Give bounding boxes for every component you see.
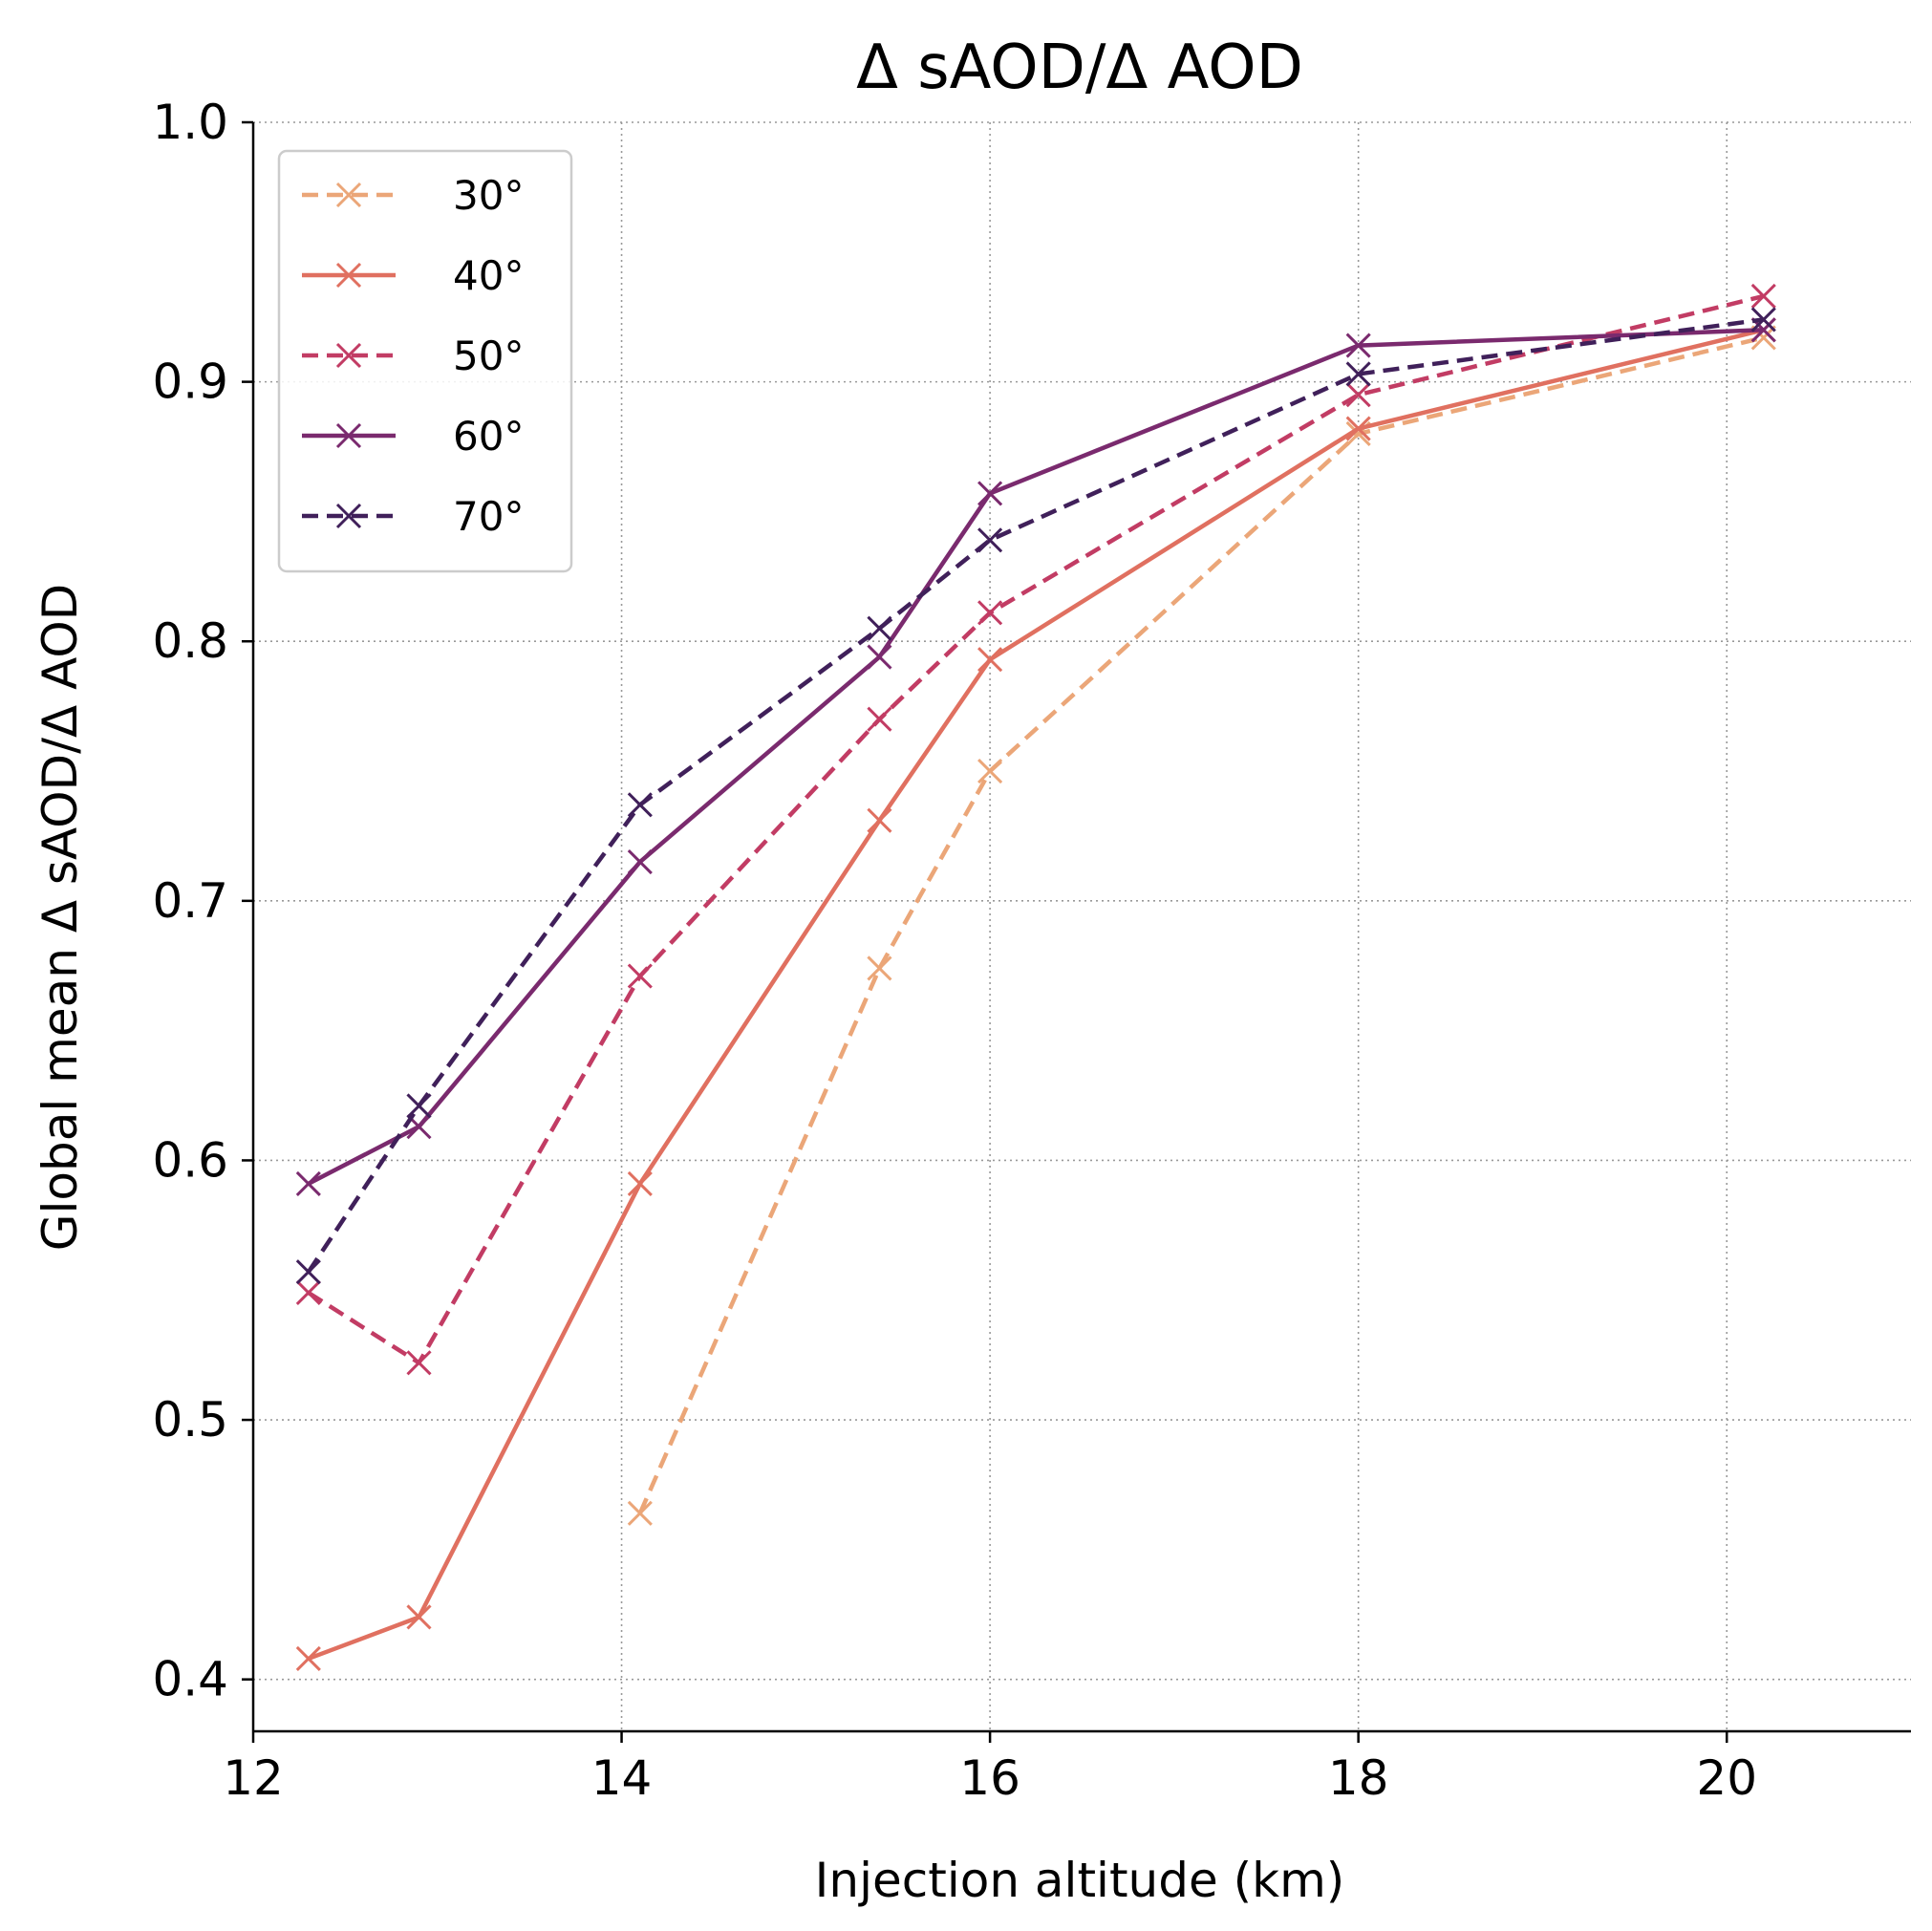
data-point-marker <box>867 615 892 641</box>
data-point-marker <box>295 1170 321 1196</box>
legend-marker <box>335 342 362 369</box>
data-point-marker <box>867 955 892 981</box>
x-tick-label: 18 <box>1328 1750 1389 1806</box>
legend-marker <box>335 503 362 529</box>
series-5 <box>295 307 1776 1285</box>
x-axis-label: Injection altitude (km) <box>815 1853 1345 1908</box>
x-tick-label: 16 <box>959 1750 1020 1806</box>
data-point-marker <box>627 792 653 818</box>
y-tick-label: 0.9 <box>152 354 228 410</box>
axes <box>251 122 1911 1733</box>
data-point-marker <box>627 963 653 989</box>
data-point-marker <box>1345 361 1371 387</box>
legend-entry: 50° <box>302 333 524 379</box>
legend-label: 50° <box>453 333 524 379</box>
y-axis-label: Global mean Δ sAOD/Δ AOD <box>32 584 88 1252</box>
data-point-marker <box>977 481 1003 506</box>
data-point-marker <box>1750 283 1776 310</box>
series-3 <box>295 283 1776 1376</box>
series-layer <box>295 283 1776 1672</box>
legend-marker <box>335 262 362 289</box>
x-tick-label: 14 <box>591 1750 653 1806</box>
legend: 30° 40° 50° 60° 70° <box>277 149 573 573</box>
data-point-marker <box>867 706 892 732</box>
data-point-marker <box>977 600 1003 626</box>
legend-marker <box>335 182 362 208</box>
y-tick-label: 0.8 <box>152 613 228 669</box>
series-1 <box>627 325 1776 1526</box>
legend-entry: 70° <box>302 493 524 540</box>
data-point-marker <box>1345 382 1371 408</box>
data-point-marker <box>977 758 1003 784</box>
data-point-marker <box>295 1645 321 1672</box>
data-point-marker <box>1345 416 1371 441</box>
data-point-marker <box>1750 307 1776 333</box>
data-point-marker <box>627 849 653 875</box>
data-point-marker <box>406 1093 432 1119</box>
data-point-marker <box>977 647 1003 673</box>
data-point-marker <box>867 807 892 833</box>
chart-title: Δ sAOD/Δ AOD <box>856 32 1303 103</box>
data-point-marker <box>977 527 1003 553</box>
data-point-marker <box>1345 333 1371 358</box>
legend-box <box>277 149 573 573</box>
x-tick-label: 12 <box>223 1750 284 1806</box>
y-tick-label: 0.6 <box>152 1132 228 1188</box>
legend-label: 60° <box>453 413 524 460</box>
data-point-marker <box>295 1259 321 1285</box>
y-tick-label: 0.4 <box>152 1652 228 1707</box>
legend-label: 70° <box>453 493 524 540</box>
legend-entry: 60° <box>302 413 524 460</box>
data-point-marker <box>406 1604 432 1630</box>
data-point-marker <box>627 1500 653 1526</box>
data-point-marker <box>406 1350 432 1376</box>
legend-entry: 40° <box>302 252 524 299</box>
ticks: 12 14 16 18 20 0.4 0.5 0.6 0.7 0.8 0.9 1.0 <box>152 95 1757 1806</box>
data-point-marker <box>867 644 892 670</box>
y-tick-label: 0.5 <box>152 1392 228 1448</box>
data-point-marker <box>295 1279 321 1306</box>
x-tick-label: 20 <box>1696 1750 1757 1806</box>
y-tick-label: 0.7 <box>152 873 228 929</box>
legend-marker <box>335 422 362 449</box>
legend-label: 30° <box>453 172 524 219</box>
legend-entry: 30° <box>302 172 524 219</box>
y-tick-label: 1.0 <box>152 95 228 150</box>
data-point-marker <box>627 1170 653 1196</box>
legend-label: 40° <box>453 252 524 299</box>
